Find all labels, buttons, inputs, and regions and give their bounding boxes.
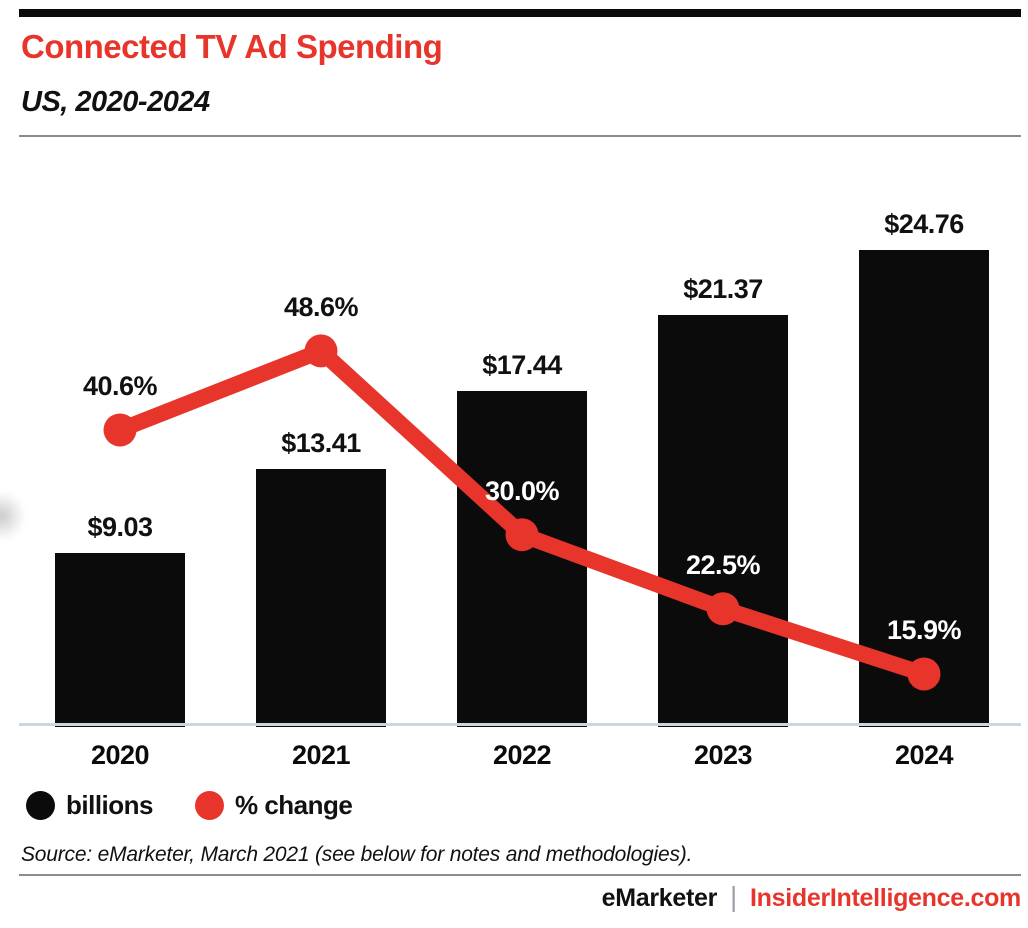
brand-emarketer: eMarketer: [601, 883, 718, 912]
legend-swatch-icon: [26, 790, 55, 820]
bar-value-label: $21.37: [683, 274, 763, 305]
legend-swatch-icon: [195, 790, 224, 820]
chart-subtitle: US, 2020-2024: [21, 86, 210, 118]
line-marker-2023: [706, 592, 740, 626]
x-tick-2024: 2024: [894, 740, 954, 770]
brand-insiderintelligence: InsiderIntelligence.com: [750, 883, 1021, 912]
chart-legend: billions % change: [26, 789, 353, 821]
pct-change-label: 40.6%: [82, 370, 158, 401]
legend-item: % change: [195, 790, 353, 820]
bar-value-label: $24.76: [884, 209, 964, 240]
line-marker-2022: [505, 518, 539, 552]
line-marker-2021: [304, 334, 338, 368]
pct-change-label: 22.5%: [685, 549, 761, 580]
pct-change-label: 30.0%: [484, 475, 560, 506]
footer-divider: [19, 874, 1021, 876]
line-path: [112, 342, 932, 682]
line-marker-2020: [103, 413, 137, 447]
bar-2023: [658, 315, 788, 727]
brand-footer: eMarketer | InsiderIntelligence.com: [601, 881, 1022, 914]
pct-change-label: 48.6%: [283, 291, 359, 322]
bar-value-label: $13.41: [281, 427, 361, 458]
x-tick-2023: 2023: [693, 740, 753, 770]
line-marker-2024: [907, 657, 941, 691]
header-accent-bar: [19, 9, 1021, 17]
bar-2020: [55, 553, 185, 727]
x-tick-2020: 2020: [90, 740, 150, 770]
legend-label: billions: [66, 790, 154, 820]
source-note: Source: eMarketer, March 2021 (see below…: [21, 843, 693, 866]
pct-change-label: 15.9%: [886, 615, 962, 645]
brand-separator: |: [730, 881, 738, 912]
x-tick-2022: 2022: [492, 740, 552, 770]
header-divider: [19, 135, 1021, 137]
legend-label: % change: [235, 790, 353, 820]
chart-title: Connected TV Ad Spending: [21, 28, 443, 65]
x-tick-2021: 2021: [291, 740, 351, 770]
bar-value-label: $9.03: [87, 512, 153, 543]
x-axis-line: [19, 723, 1021, 726]
bar-2024: [859, 250, 989, 727]
legend-item: billions: [26, 790, 154, 820]
bar-2021: [256, 468, 386, 727]
bar-value-label: $17.44: [482, 350, 562, 381]
